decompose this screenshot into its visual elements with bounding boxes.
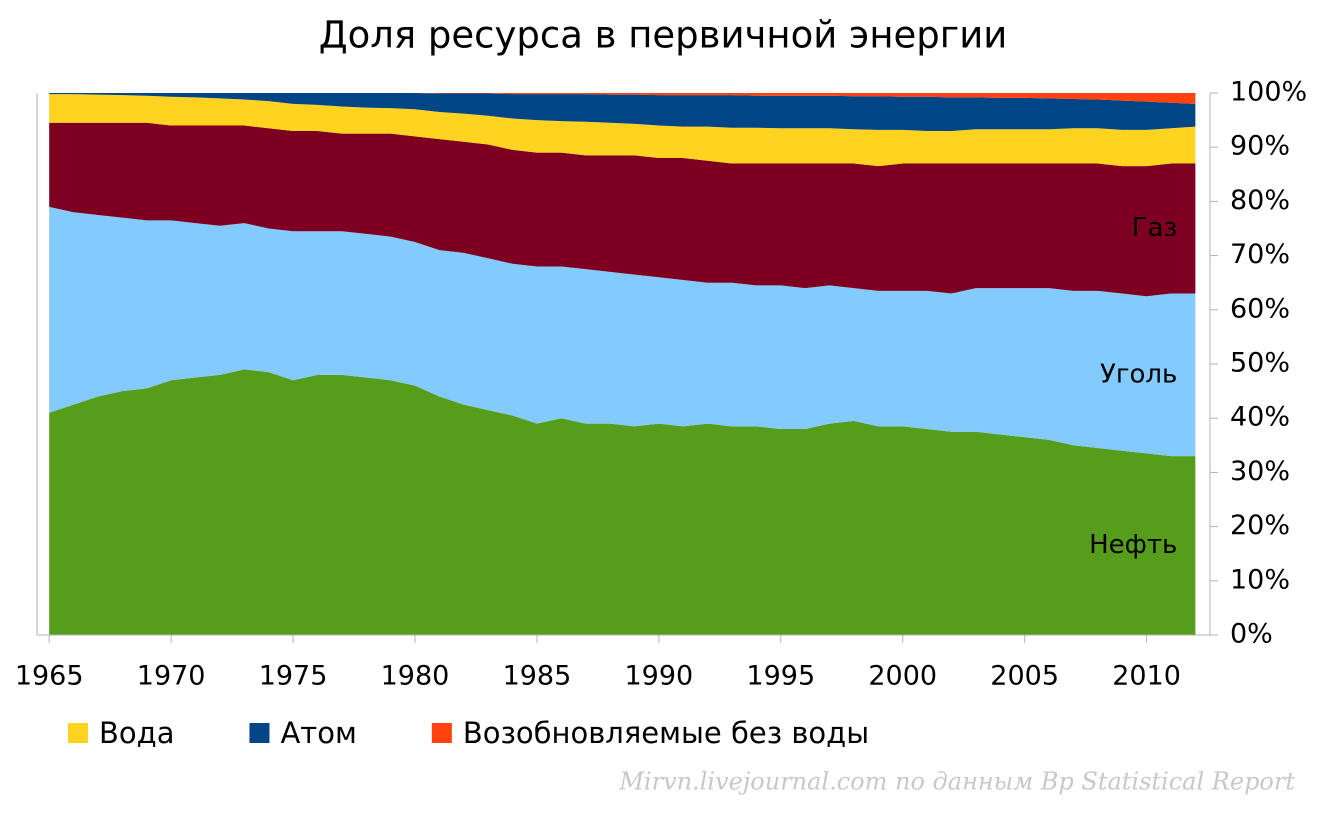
source-note: Mirvn.livejournal.com по данным Bp Stati… bbox=[618, 768, 1295, 796]
area-label: Уголь bbox=[1100, 359, 1177, 389]
area bbox=[49, 93, 1196, 131]
x-tick-label: 1970 bbox=[137, 661, 206, 692]
legend-label: Атом bbox=[280, 716, 356, 750]
y-tick-label: 60% bbox=[1230, 293, 1290, 324]
area bbox=[49, 93, 1196, 104]
x-tick-label: 2005 bbox=[990, 661, 1059, 692]
legend-label: Возобновляемые без воды bbox=[463, 716, 869, 750]
area-label: Газ bbox=[1132, 213, 1178, 243]
area-label: Нефть bbox=[1089, 530, 1177, 560]
y-tick-label: 40% bbox=[1230, 402, 1290, 433]
legend-swatch bbox=[249, 723, 270, 743]
x-tick-label: 1995 bbox=[746, 661, 815, 692]
area bbox=[49, 369, 1196, 635]
y-tick-label: 70% bbox=[1230, 239, 1290, 270]
y-tick-label: 20% bbox=[1230, 510, 1290, 541]
y-tick-label: 100% bbox=[1230, 77, 1307, 108]
x-tick-label: 1975 bbox=[259, 661, 328, 692]
x-tick-label: 1980 bbox=[381, 661, 450, 692]
area bbox=[49, 94, 1196, 167]
y-tick-label: 0% bbox=[1230, 619, 1273, 650]
x-tick-label: 2000 bbox=[868, 661, 937, 692]
area bbox=[49, 122, 1196, 297]
y-tick-label: 80% bbox=[1230, 185, 1290, 216]
x-tick-label: 1990 bbox=[625, 661, 694, 692]
legend-swatch bbox=[431, 723, 452, 743]
y-tick-label: 10% bbox=[1230, 564, 1290, 595]
x-tick-label: 1985 bbox=[503, 661, 572, 692]
chart-title: Доля ресурса в первичной энергии bbox=[319, 14, 1008, 57]
y-tick-label: 50% bbox=[1230, 348, 1290, 379]
y-tick-label: 30% bbox=[1230, 456, 1290, 487]
x-tick-label: 1965 bbox=[15, 661, 84, 692]
y-tick-label: 90% bbox=[1230, 131, 1290, 162]
x-tick-label: 2010 bbox=[1112, 661, 1181, 692]
area bbox=[49, 206, 1196, 457]
legend-label: Вода bbox=[99, 716, 174, 750]
legend-swatch bbox=[68, 723, 88, 743]
